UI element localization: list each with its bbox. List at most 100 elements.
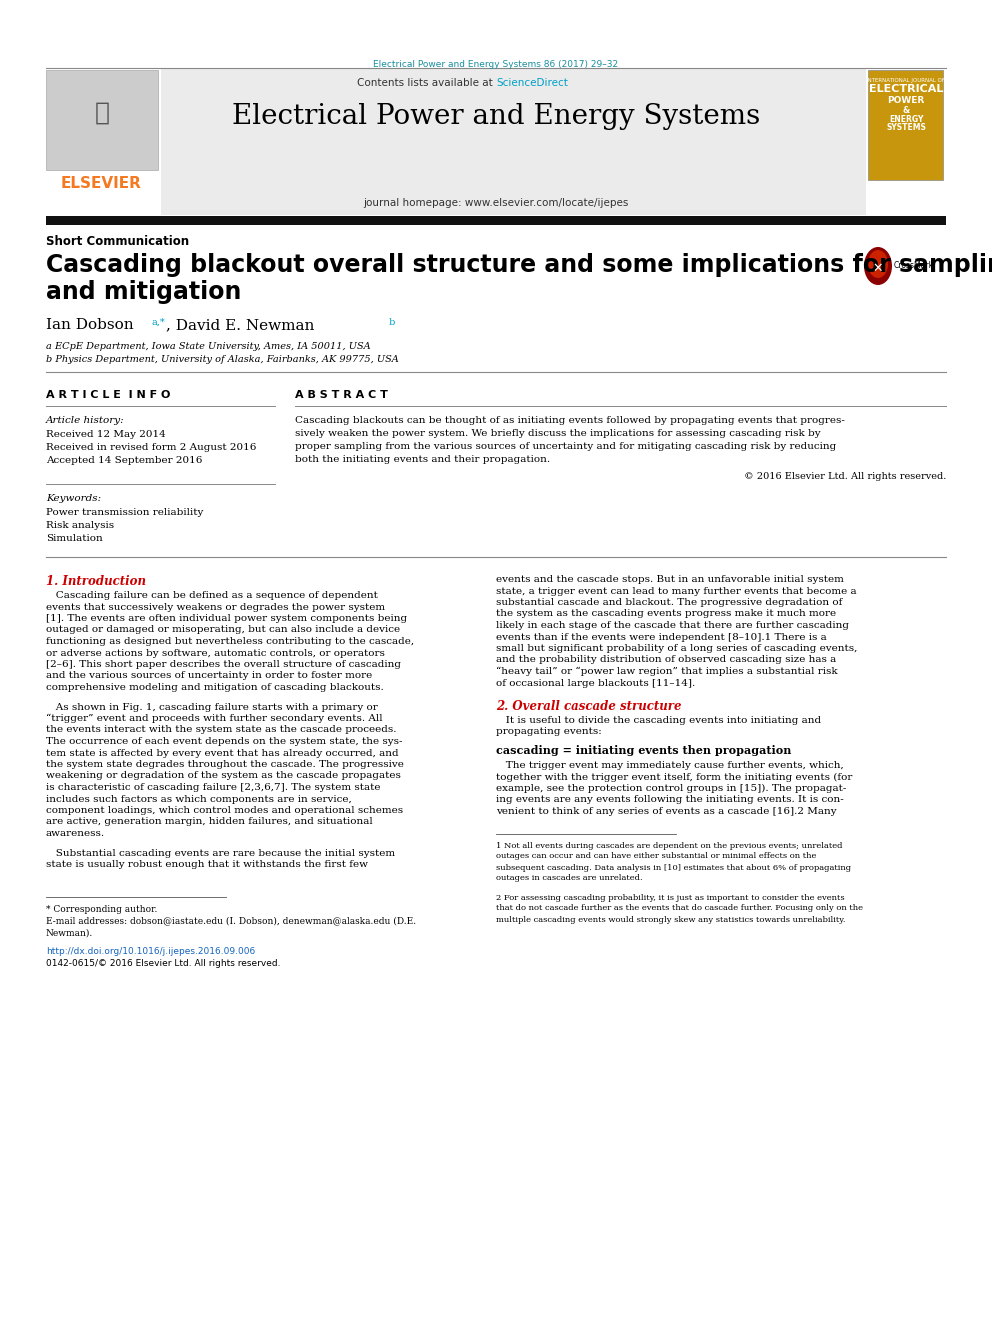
Text: state is usually robust enough that it withstands the first few: state is usually robust enough that it w… (46, 860, 368, 869)
Text: and mitigation: and mitigation (46, 280, 241, 304)
Text: Newman).: Newman). (46, 929, 93, 938)
Text: weakening or degradation of the system as the cascade propagates: weakening or degradation of the system a… (46, 771, 401, 781)
Text: of occasional large blackouts [11–14].: of occasional large blackouts [11–14]. (496, 679, 695, 688)
Text: or adverse actions by software, automatic controls, or operators: or adverse actions by software, automati… (46, 648, 385, 658)
Text: events that successively weakens or degrades the power system: events that successively weakens or degr… (46, 602, 385, 611)
Text: [1]. The events are often individual power system components being: [1]. The events are often individual pow… (46, 614, 407, 623)
Text: * Corresponding author.: * Corresponding author. (46, 905, 158, 913)
Text: subsequent cascading. Data analysis in [10] estimates that about 6% of propagati: subsequent cascading. Data analysis in [… (496, 864, 851, 872)
Text: ELECTRICAL: ELECTRICAL (869, 83, 943, 94)
Text: ✕: ✕ (873, 262, 883, 274)
Text: the system as the cascading events progress make it much more: the system as the cascading events progr… (496, 610, 836, 618)
Text: Short Communication: Short Communication (46, 235, 189, 247)
Text: Power transmission reliability: Power transmission reliability (46, 508, 203, 517)
Text: b Physics Department, University of Alaska, Fairbanks, AK 99775, USA: b Physics Department, University of Alas… (46, 355, 399, 364)
Text: a,*: a,* (151, 318, 165, 327)
Text: 2 For assessing cascading probability, it is just as important to consider the e: 2 For assessing cascading probability, i… (496, 893, 844, 901)
Text: outages in cascades are unrelated.: outages in cascades are unrelated. (496, 875, 643, 882)
Text: events than if the events were independent [8–10].1 There is a: events than if the events were independe… (496, 632, 826, 642)
Text: component loadings, which control modes and operational schemes: component loadings, which control modes … (46, 806, 403, 815)
Text: ELSEVIER: ELSEVIER (61, 176, 142, 191)
Text: example, see the protection control groups in [15]). The propagat-: example, see the protection control grou… (496, 785, 846, 792)
Text: Keywords:: Keywords: (46, 493, 101, 503)
Text: Electrical Power and Energy Systems 86 (2017) 29–32: Electrical Power and Energy Systems 86 (… (373, 60, 619, 69)
Text: The trigger event may immediately cause further events, which,: The trigger event may immediately cause … (496, 761, 844, 770)
Text: is characteristic of cascading failure [2,3,6,7]. The system state: is characteristic of cascading failure [… (46, 783, 381, 792)
Text: Substantial cascading events are rare because the initial system: Substantial cascading events are rare be… (46, 848, 395, 857)
Text: Risk analysis: Risk analysis (46, 521, 114, 531)
Text: together with the trigger event itself, form the initiating events (for: together with the trigger event itself, … (496, 773, 852, 782)
Text: 1 Not all events during cascades are dependent on the previous events; unrelated: 1 Not all events during cascades are dep… (496, 841, 842, 849)
Text: the events interact with the system state as the cascade proceeds.: the events interact with the system stat… (46, 725, 397, 734)
Bar (868, 70, 943, 180)
Text: ENERGY: ENERGY (889, 115, 924, 124)
Text: propagating events:: propagating events: (496, 728, 602, 737)
Text: proper sampling from the various sources of uncertainty and for mitigating casca: proper sampling from the various sources… (295, 442, 836, 451)
Text: both the initiating events and their propagation.: both the initiating events and their pro… (295, 455, 551, 464)
Text: Article history:: Article history: (46, 415, 125, 425)
Text: venient to think of any series of events as a cascade [16].2 Many: venient to think of any series of events… (496, 807, 836, 816)
Text: The occurrence of each event depends on the system state, the sys-: The occurrence of each event depends on … (46, 737, 403, 746)
Bar (46, 216, 946, 225)
Text: Ian Dobson: Ian Dobson (46, 318, 134, 332)
Text: 1. Introduction: 1. Introduction (46, 576, 146, 587)
Text: http://dx.doi.org/10.1016/j.ijepes.2016.09.006: http://dx.doi.org/10.1016/j.ijepes.2016.… (46, 946, 255, 955)
Text: 0142-0615/© 2016 Elsevier Ltd. All rights reserved.: 0142-0615/© 2016 Elsevier Ltd. All right… (46, 959, 281, 968)
Text: outages can occur and can have either substantial or minimal effects on the: outages can occur and can have either su… (496, 852, 816, 860)
Text: CrossMark: CrossMark (894, 261, 934, 270)
Text: Electrical Power and Energy Systems: Electrical Power and Energy Systems (232, 103, 760, 130)
Text: ScienceDirect: ScienceDirect (496, 78, 567, 89)
Text: ing events are any events following the initiating events. It is con-: ing events are any events following the … (496, 795, 844, 804)
Text: and the various sources of uncertainty in order to foster more: and the various sources of uncertainty i… (46, 672, 372, 680)
Text: It is useful to divide the cascading events into initiating and: It is useful to divide the cascading eve… (496, 716, 821, 725)
Text: SYSTEMS: SYSTEMS (886, 123, 926, 132)
Text: “heavy tail” or “power law region” that implies a substantial risk: “heavy tail” or “power law region” that … (496, 667, 837, 676)
Text: cascading = initiating events then propagation: cascading = initiating events then propa… (496, 745, 792, 755)
Text: events and the cascade stops. But in an unfavorable initial system: events and the cascade stops. But in an … (496, 576, 844, 583)
Bar (161, 67, 866, 216)
Text: the system state degrades throughout the cascade. The progressive: the system state degrades throughout the… (46, 759, 404, 769)
Text: sively weaken the power system. We briefly discuss the implications for assessin: sively weaken the power system. We brief… (295, 429, 820, 438)
Text: Cascading blackout overall structure and some implications for sampling: Cascading blackout overall structure and… (46, 253, 992, 277)
Text: [2–6]. This short paper describes the overall structure of cascading: [2–6]. This short paper describes the ov… (46, 660, 401, 669)
Text: b: b (386, 318, 396, 327)
Bar (46, 70, 158, 169)
Text: Cascading failure can be defined as a sequence of dependent: Cascading failure can be defined as a se… (46, 591, 378, 601)
Text: © 2016 Elsevier Ltd. All rights reserved.: © 2016 Elsevier Ltd. All rights reserved… (744, 472, 946, 482)
Text: and the probability distribution of observed cascading size has a: and the probability distribution of obse… (496, 655, 836, 664)
Text: are active, generation margin, hidden failures, and situational: are active, generation margin, hidden fa… (46, 818, 373, 827)
Text: substantial cascade and blackout. The progressive degradation of: substantial cascade and blackout. The pr… (496, 598, 842, 607)
Text: As shown in Fig. 1, cascading failure starts with a primary or: As shown in Fig. 1, cascading failure st… (46, 703, 378, 712)
Text: Accepted 14 September 2016: Accepted 14 September 2016 (46, 456, 202, 464)
Text: 2. Overall cascade structure: 2. Overall cascade structure (496, 700, 682, 713)
Text: multiple cascading events would strongly skew any statistics towards unreliabili: multiple cascading events would strongly… (496, 916, 845, 923)
Text: journal homepage: www.elsevier.com/locate/ijepes: journal homepage: www.elsevier.com/locat… (363, 198, 629, 208)
Text: awareness.: awareness. (46, 830, 105, 837)
Ellipse shape (868, 250, 888, 278)
Text: functioning as designed but nevertheless contributing to the cascade,: functioning as designed but nevertheless… (46, 636, 414, 646)
Text: tem state is affected by every event that has already occurred, and: tem state is affected by every event tha… (46, 749, 399, 758)
Text: a ECpE Department, Iowa State University, Ames, IA 50011, USA: a ECpE Department, Iowa State University… (46, 343, 371, 351)
Text: state, a trigger event can lead to many further events that become a: state, a trigger event can lead to many … (496, 586, 857, 595)
Text: INTERNATIONAL JOURNAL OF: INTERNATIONAL JOURNAL OF (866, 78, 945, 83)
Text: &: & (903, 106, 910, 115)
Text: POWER: POWER (888, 97, 925, 105)
Text: includes such factors as which components are in service,: includes such factors as which component… (46, 795, 352, 803)
Text: that do not cascade further as the events that do cascade further. Focusing only: that do not cascade further as the event… (496, 905, 863, 913)
Text: E-mail addresses: dobson@iastate.edu (I. Dobson), denewman@alaska.edu (D.E.: E-mail addresses: dobson@iastate.edu (I.… (46, 917, 416, 926)
Ellipse shape (864, 247, 892, 284)
Text: A R T I C L E  I N F O: A R T I C L E I N F O (46, 390, 171, 400)
Text: Received in revised form 2 August 2016: Received in revised form 2 August 2016 (46, 443, 256, 452)
Text: A B S T R A C T: A B S T R A C T (295, 390, 388, 400)
Text: , David E. Newman: , David E. Newman (166, 318, 314, 332)
Text: Cascading blackouts can be thought of as initiating events followed by propagati: Cascading blackouts can be thought of as… (295, 415, 845, 425)
Text: comprehensive modeling and mitigation of cascading blackouts.: comprehensive modeling and mitigation of… (46, 683, 384, 692)
Text: “trigger” event and proceeds with further secondary events. All: “trigger” event and proceeds with furthe… (46, 714, 383, 724)
Text: 🌳: 🌳 (94, 101, 109, 124)
Text: likely in each stage of the cascade that there are further cascading: likely in each stage of the cascade that… (496, 620, 849, 630)
Text: Simulation: Simulation (46, 534, 103, 542)
Text: outaged or damaged or misoperating, but can also include a device: outaged or damaged or misoperating, but … (46, 626, 400, 635)
Text: Received 12 May 2014: Received 12 May 2014 (46, 430, 166, 439)
Text: small but significant probability of a long series of cascading events,: small but significant probability of a l… (496, 644, 857, 654)
Text: Contents lists available at: Contents lists available at (357, 78, 496, 89)
